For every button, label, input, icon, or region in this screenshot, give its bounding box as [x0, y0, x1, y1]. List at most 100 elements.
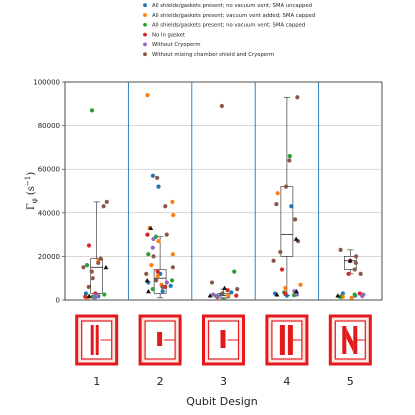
- legend: All shields/gaskets present; no vacuum v…: [143, 3, 315, 58]
- x-axis-title: Qubit Design: [186, 395, 257, 408]
- legend-marker: [143, 13, 147, 17]
- data-point-triangle: [86, 293, 92, 298]
- y-tick-label: 0: [56, 297, 60, 305]
- legend-entry: No In gasket: [152, 32, 185, 38]
- data-point-series-3: [232, 269, 237, 274]
- data-point-series-2: [226, 293, 231, 298]
- data-point-series-6: [353, 254, 359, 259]
- y-tick-label: 100000: [33, 79, 60, 87]
- data-point-series-2: [145, 92, 150, 98]
- data-point-series-6: [155, 175, 160, 181]
- data-point-series-6: [86, 284, 91, 290]
- data-point-series-1: [156, 184, 161, 189]
- data-point-series-6: [274, 201, 279, 207]
- data-point-series-1: [150, 173, 156, 178]
- legend-entry: All shields/gaskets present; no vacuum v…: [152, 23, 305, 29]
- data-point-series-4: [86, 243, 92, 248]
- data-point-series-6: [278, 249, 283, 255]
- data-point-series-4: [279, 267, 285, 272]
- data-point-series-3: [102, 292, 107, 297]
- y-tick-label: 40000: [38, 209, 60, 217]
- data-point-series-4: [234, 293, 239, 298]
- data-point-series-1: [229, 290, 234, 295]
- data-point-series-5: [151, 236, 156, 242]
- legend-marker: [143, 52, 147, 57]
- legend-marker: [143, 3, 147, 8]
- data-points: [81, 92, 366, 300]
- data-point-series-4: [357, 291, 362, 296]
- data-point-series-5: [211, 292, 216, 297]
- data-point-series-3: [150, 287, 155, 292]
- gridlines: [65, 125, 382, 257]
- data-point-series-6: [170, 265, 175, 270]
- data-point-series-2: [171, 212, 176, 218]
- data-point-series-2: [170, 199, 175, 204]
- data-point-series-3: [84, 263, 90, 268]
- data-point-triangle: [335, 293, 341, 298]
- data-point-triangle: [148, 225, 154, 230]
- y-axis-title: Γφ (s−1): [24, 172, 39, 210]
- data-point-series-6: [89, 269, 94, 274]
- data-point-series-6: [104, 199, 109, 204]
- data-point-series-6: [81, 265, 86, 270]
- data-point-series-6: [353, 260, 358, 266]
- design-label: 3: [220, 375, 227, 388]
- data-point-series-4: [155, 269, 160, 274]
- data-point-triangle: [103, 264, 109, 270]
- data-point-series-6: [160, 284, 165, 290]
- data-point-series-6: [96, 260, 101, 266]
- data-point-series-2: [275, 191, 280, 196]
- design-dividers: [127, 82, 320, 300]
- data-point-series-6: [209, 280, 215, 285]
- data-point-triangle: [274, 292, 280, 297]
- data-point-series-4: [346, 271, 351, 276]
- data-point-series-1: [168, 283, 173, 288]
- data-point-series-6: [163, 204, 168, 209]
- legend-entry: All shields/gaskets present; vacuum vent…: [152, 13, 315, 19]
- data-point-series-6: [352, 267, 357, 272]
- legend-entry: Without Cryoperm: [152, 42, 201, 48]
- data-point-series-2: [283, 285, 288, 291]
- data-point-series-4: [283, 291, 288, 296]
- design-label: 5: [347, 375, 354, 388]
- data-point-triangle: [145, 288, 151, 294]
- data-point-series-6: [164, 232, 169, 237]
- data-point-series-2: [298, 282, 303, 287]
- data-point-series-3: [169, 278, 175, 283]
- data-point-series-6: [271, 258, 276, 263]
- data-point-triangle: [207, 293, 213, 298]
- data-point-series-6: [235, 287, 240, 292]
- data-point-series-6: [101, 204, 106, 209]
- y-tick-label: 60000: [38, 166, 60, 174]
- legend-marker: [143, 42, 147, 47]
- legend-marker: [143, 32, 147, 37]
- data-point-series-2: [349, 295, 354, 300]
- data-point-series-3: [146, 252, 151, 257]
- design-label: 2: [157, 375, 164, 388]
- data-point-series-5: [150, 245, 155, 250]
- data-point-series-4: [83, 294, 88, 299]
- data-point-series-6: [293, 217, 298, 222]
- data-point-series-1: [289, 204, 294, 209]
- data-point-series-6: [98, 256, 103, 261]
- data-point-series-6: [358, 271, 363, 276]
- qubit-design-1-icon: [75, 314, 119, 366]
- legend-entry: Without mixing chamber shield and Cryope…: [152, 52, 274, 58]
- data-point-triangle: [144, 277, 150, 283]
- data-point-series-5: [214, 294, 220, 299]
- data-point-series-3: [89, 108, 95, 113]
- qubit-design-4-icon: [265, 314, 309, 366]
- data-point-series-2: [156, 239, 161, 244]
- qubit-designs: 1 2 3 4 5: [75, 314, 372, 388]
- data-point-triangle: [222, 285, 227, 290]
- qubit-design-5-icon: [328, 314, 372, 366]
- y-tick-label: 80000: [38, 122, 60, 130]
- data-point-series-2: [155, 273, 160, 279]
- data-point-series-6: [338, 247, 343, 252]
- data-point-series-3: [352, 292, 357, 297]
- design-label: 1: [93, 375, 100, 388]
- data-point-series-5: [294, 292, 300, 297]
- data-point-series-6: [154, 278, 159, 283]
- data-point-series-6: [295, 95, 300, 100]
